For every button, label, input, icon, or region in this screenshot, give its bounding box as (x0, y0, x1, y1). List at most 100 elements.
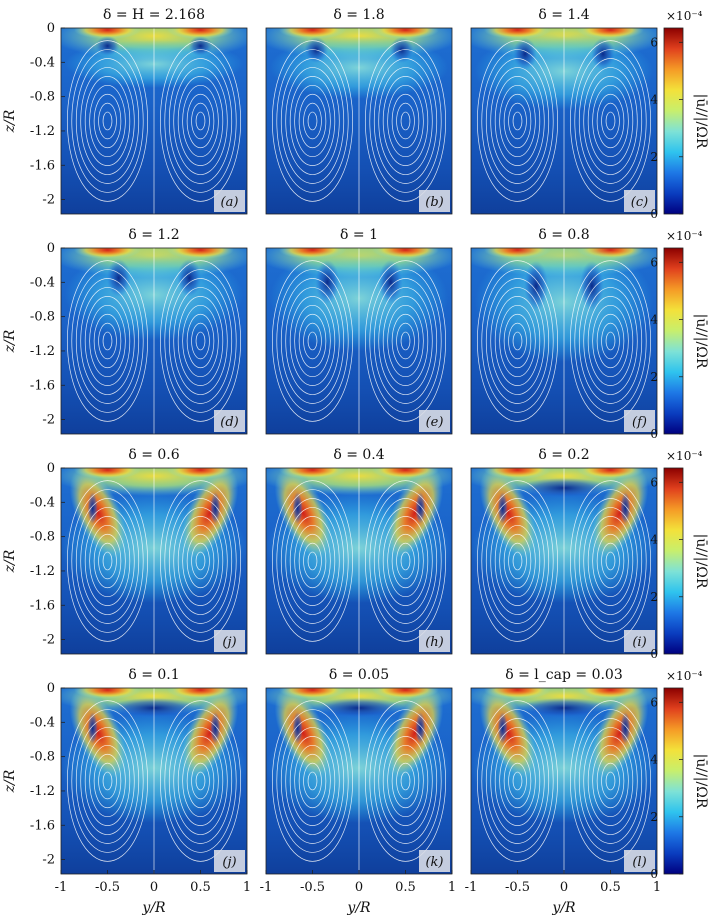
colorbar-exponent: ×10⁻⁴ (666, 449, 703, 463)
panel-frame (60, 247, 248, 435)
streamline (569, 40, 652, 202)
streamline (294, 744, 331, 818)
colorbar-row-3: ×10⁻⁴ 0 2 4 6 |ū//|/ΩR (650, 449, 709, 661)
panel-frame (265, 467, 453, 655)
streamline (512, 111, 523, 131)
streamline (373, 58, 438, 184)
colorbar-tick-label: 0 (650, 427, 658, 441)
y-tick-label: -1.6 (30, 598, 55, 613)
vortex-core-right (415, 492, 426, 524)
panel-11: (k) δ = 0.05 -1 -0.5 0 0.5 1 y/R (260, 667, 456, 916)
panel-label: (j) (222, 855, 236, 870)
streamline (93, 753, 122, 809)
y-axis-label: z/R (2, 769, 18, 793)
streamline (307, 331, 318, 351)
streamline (396, 762, 415, 800)
x-tick-label: -1 (465, 880, 478, 895)
x-tick-label: 1 (448, 880, 456, 895)
colorbar-label: |ū//|/ΩR (693, 314, 709, 369)
streamline (596, 93, 625, 149)
vortex-core-right (620, 712, 631, 744)
panel-label-box (214, 630, 245, 652)
panel-label-box (214, 850, 245, 872)
streamline (66, 700, 149, 862)
streamline (89, 84, 126, 158)
panel-title: δ = 0.1 (128, 667, 179, 683)
panel-title: δ = 1.8 (333, 7, 384, 23)
streamline (382, 736, 429, 826)
y-tick-label: -1.2 (30, 784, 55, 799)
streamline (569, 700, 652, 862)
streamline (307, 111, 318, 131)
panel-label: (a) (221, 195, 239, 210)
streamlines (476, 468, 652, 654)
colorbar-tick-label: 0 (650, 207, 658, 221)
panel-label: (d) (220, 415, 238, 430)
streamline (364, 260, 447, 422)
panel-6: (f) δ = 0.8 (470, 227, 658, 435)
panel-8: (h) δ = 0.4 (265, 447, 453, 655)
streamline (494, 296, 541, 386)
streamline (102, 111, 113, 131)
x-tick-label: 0 (560, 880, 568, 895)
lobe-left (479, 468, 537, 558)
vortex-core-left (106, 259, 131, 297)
y-tick-label: -0.8 (30, 310, 55, 325)
streamline (307, 551, 318, 571)
x-tick-label: 0.5 (190, 880, 211, 895)
x-tick-label: -1 (260, 880, 273, 895)
streamline (186, 93, 215, 149)
streamline (71, 49, 144, 193)
colorbar (663, 467, 684, 655)
streamline (191, 102, 210, 140)
streamline (369, 489, 442, 633)
streamline (71, 489, 144, 633)
streamline (508, 542, 527, 580)
y-tick-label: -1.2 (30, 124, 55, 139)
streamline (382, 76, 429, 166)
panel-title: δ = 0.6 (128, 447, 179, 463)
panel-12: (l) δ = l_cap = 0.03 -1 -0.5 0 0.5 1 y/R (465, 667, 661, 916)
panel-label-box (624, 850, 655, 872)
streamline (387, 304, 424, 378)
streamline (592, 744, 629, 818)
vortex-core-right (620, 492, 631, 524)
streamline (400, 111, 411, 131)
streamline (391, 533, 420, 589)
streamlines (476, 248, 652, 434)
vortex-core-left (87, 492, 98, 524)
streamline (89, 304, 126, 378)
streamline (605, 331, 616, 351)
streamline (369, 269, 442, 413)
streamline (490, 727, 545, 835)
lobe-left (69, 468, 127, 558)
streamline (485, 718, 550, 844)
streamline (173, 287, 228, 395)
streamlines (271, 468, 447, 654)
panel-label: (l) (632, 855, 646, 870)
streamline (476, 260, 559, 422)
vortex-core-left (95, 36, 120, 56)
streamline (578, 498, 643, 624)
streamline (587, 736, 634, 826)
y-tick-label: -1.6 (30, 818, 55, 833)
y-tick-label: -1.6 (30, 378, 55, 393)
streamline (382, 516, 429, 606)
streamline (164, 49, 237, 193)
streamline (396, 322, 415, 360)
streamline (400, 771, 411, 791)
y-tick-label: 0 (47, 241, 55, 256)
panel-label-box (624, 190, 655, 212)
streamline (66, 40, 149, 202)
streamline (499, 744, 536, 818)
streamline (164, 269, 237, 413)
lobe-right (591, 468, 649, 558)
y-tick-label: 0 (47, 21, 55, 36)
streamline (596, 533, 625, 589)
streamline (578, 718, 643, 844)
streamline (587, 76, 634, 166)
streamline (387, 524, 424, 598)
streamline (93, 313, 122, 369)
panel-2: (b) δ = 1.8 (265, 7, 453, 215)
streamline (601, 542, 620, 580)
